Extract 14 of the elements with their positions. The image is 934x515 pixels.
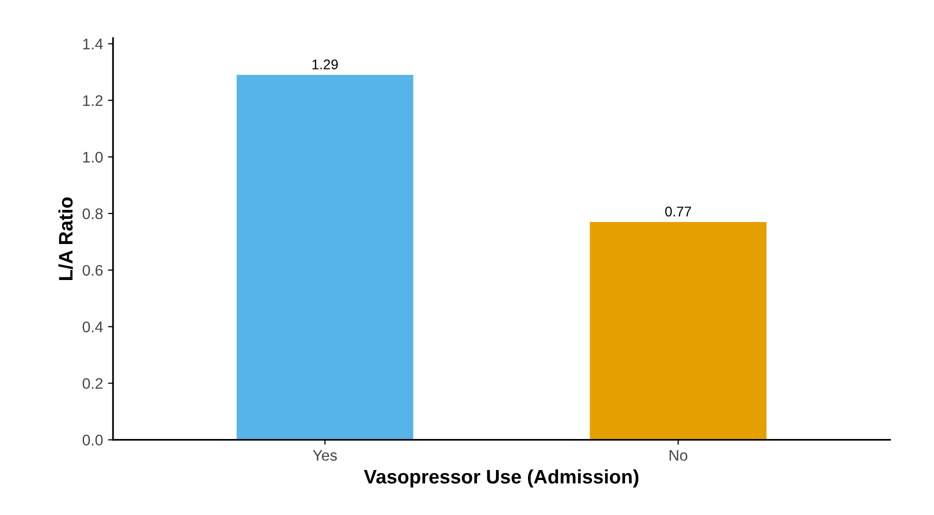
y-tick-label: 0.2 <box>82 378 103 389</box>
y-tick-label: 0.8 <box>82 208 103 220</box>
y-axis-title: L/A Ratio <box>58 197 73 280</box>
y-tick-label: 0.4 <box>82 322 103 332</box>
x-tick-label: No <box>670 450 688 461</box>
x-axis-title: Vasopressor Use (Admission) <box>364 469 638 488</box>
data-label: 0.77 <box>665 206 691 216</box>
x-tick-label: Yes <box>312 450 337 461</box>
y-tick-label: 1.4 <box>83 38 103 50</box>
y-tick-label: 0.0 <box>82 434 103 446</box>
y-tick-label: 0.6 <box>82 264 103 276</box>
data-label: 1.29 <box>312 60 338 70</box>
y-tick-label: 1.0 <box>83 152 103 163</box>
y-tick-label: 1.2 <box>83 95 103 106</box>
